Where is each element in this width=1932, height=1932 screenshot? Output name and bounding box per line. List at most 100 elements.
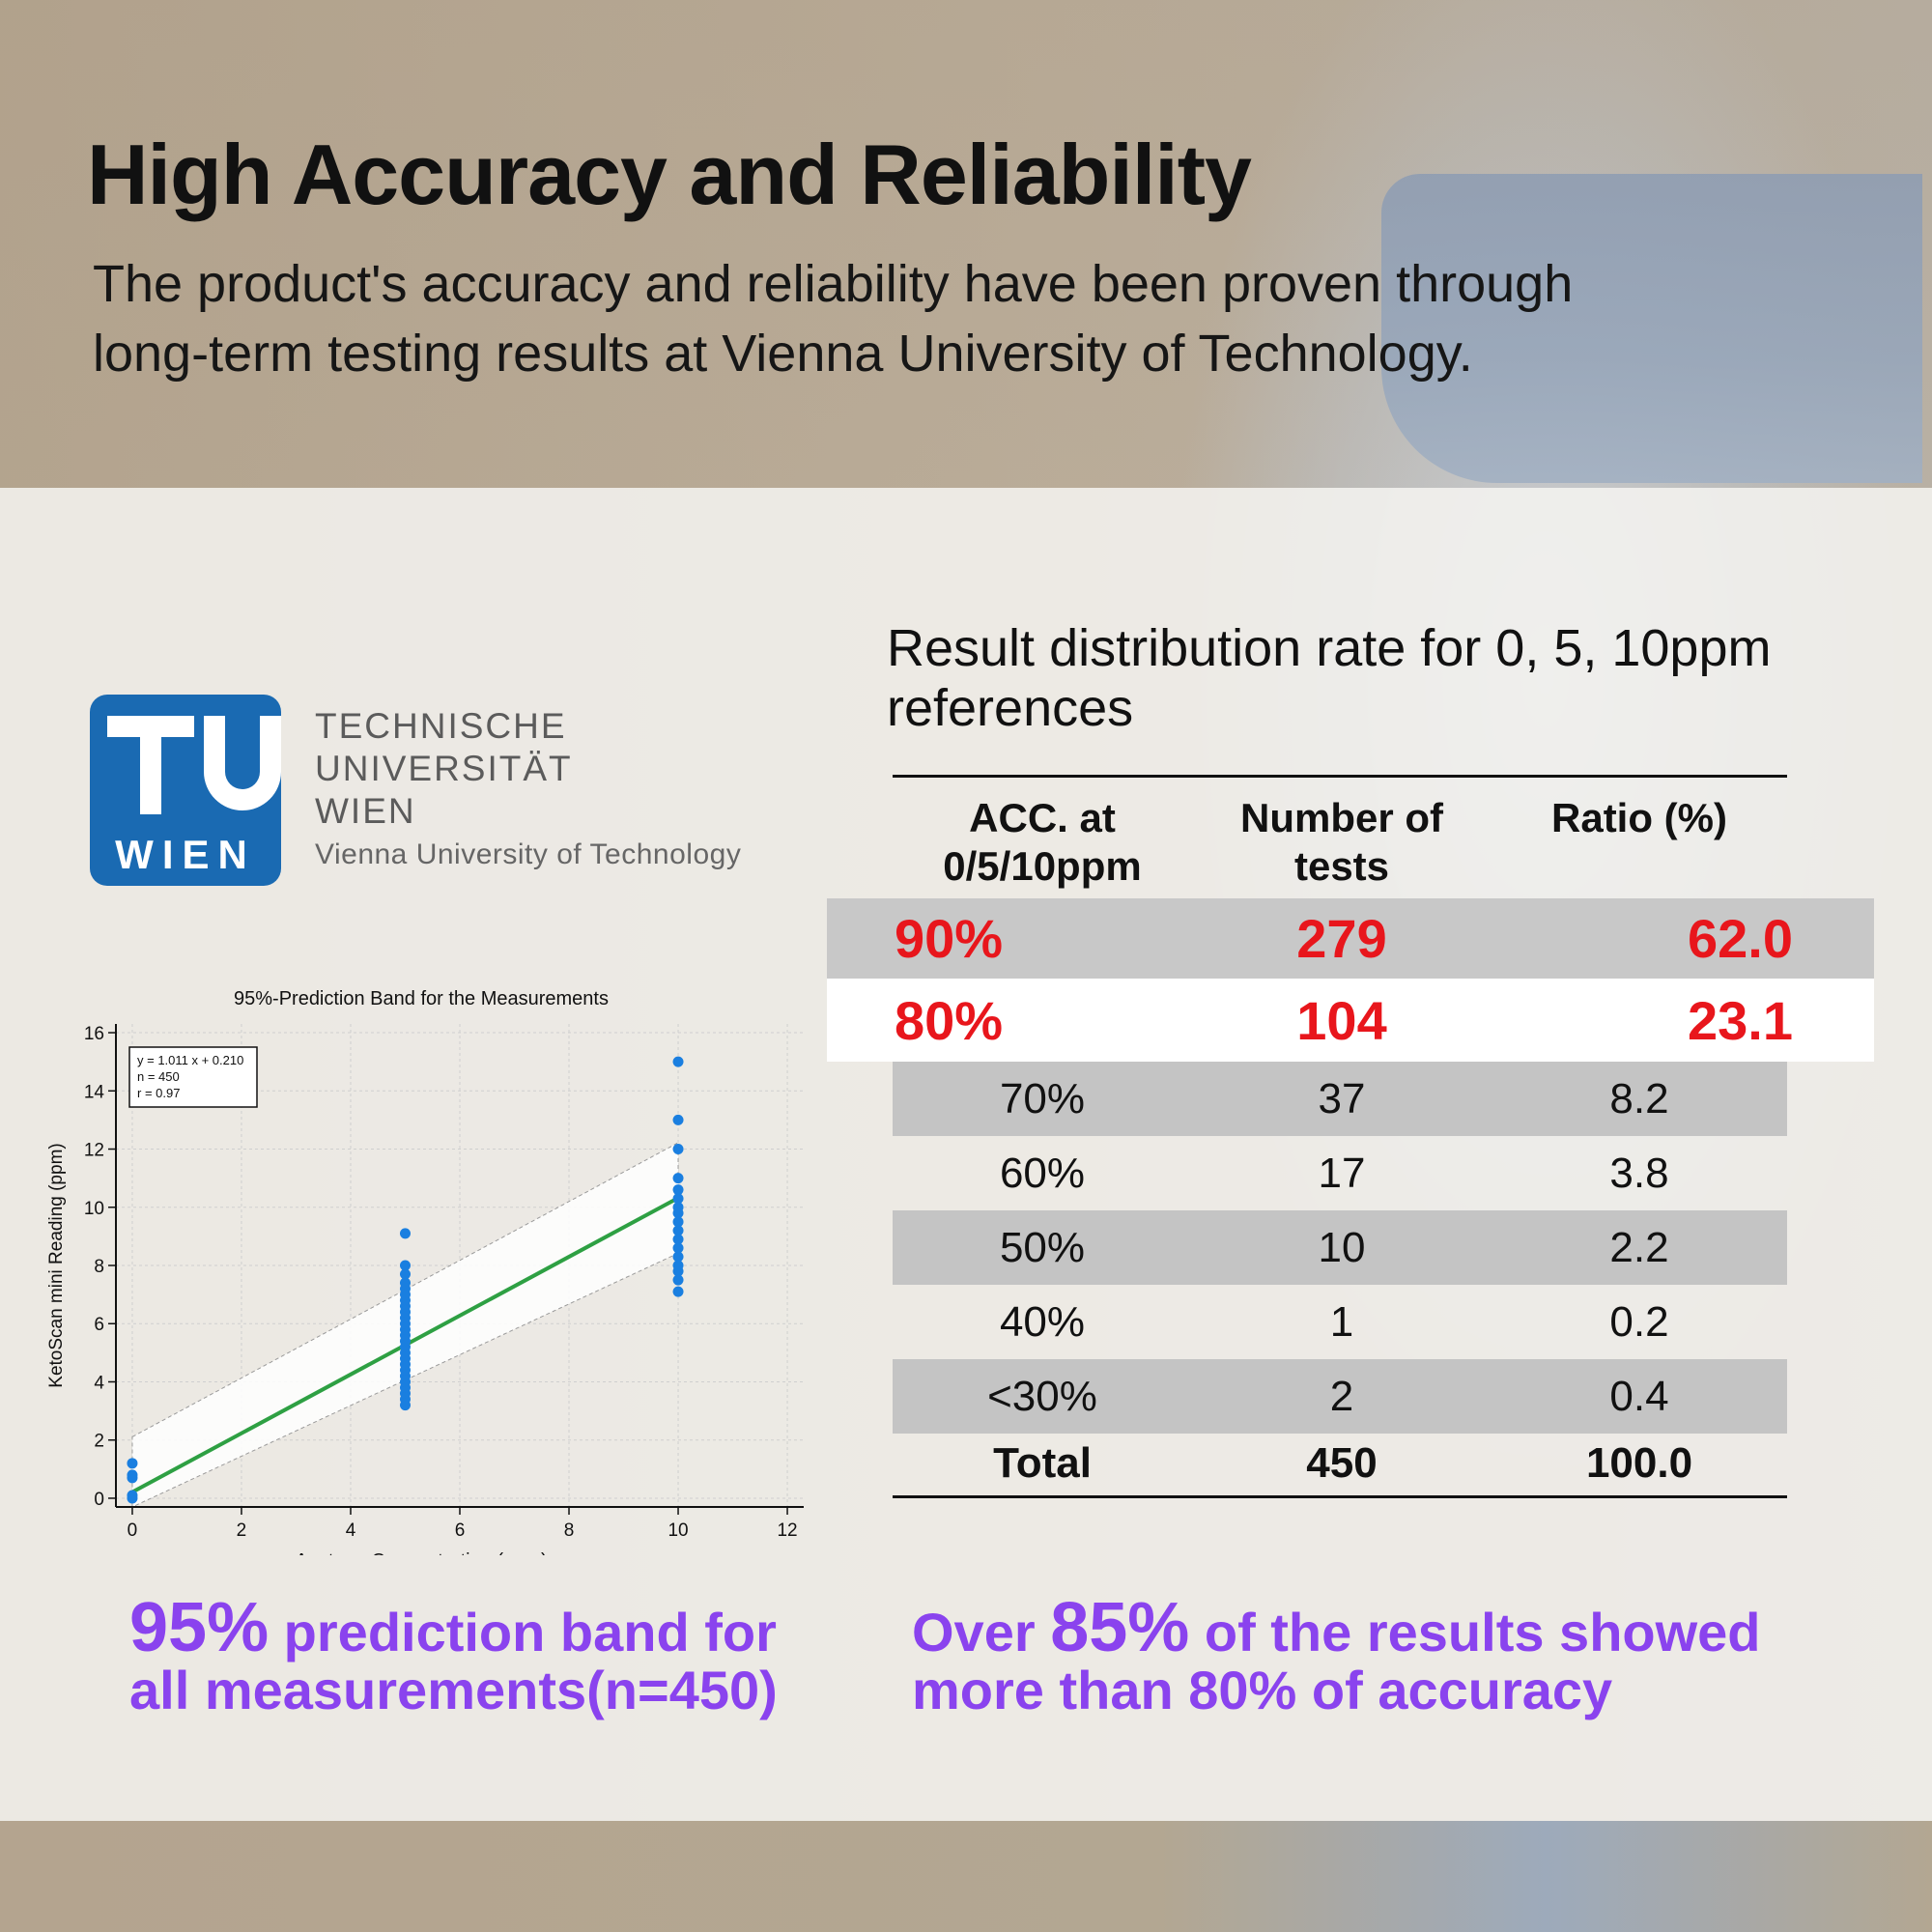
- cell-acc: Total: [993, 1438, 1092, 1487]
- page-title: High Accuracy and Reliability: [87, 127, 1252, 222]
- data-point: [399, 1268, 411, 1280]
- data-point: [127, 1458, 138, 1469]
- y-tick-label: 0: [94, 1490, 104, 1510]
- y-tick-label: 12: [84, 1141, 104, 1161]
- logo-line-2: UNIVERSITÄT: [315, 749, 573, 788]
- table-title-line-2: references: [887, 679, 1134, 737]
- header-acc-line-2: 0/5/10ppm: [943, 843, 1142, 889]
- data-point: [672, 1260, 684, 1271]
- table-row: 60% 17 3.8: [893, 1136, 1787, 1210]
- tu-monogram-icon: WIEN: [107, 716, 281, 877]
- cell-acc: 60%: [999, 1149, 1086, 1197]
- x-tick-label: 10: [668, 1520, 688, 1541]
- x-tick-label: 6: [455, 1520, 466, 1541]
- data-point: [672, 1274, 684, 1286]
- data-point: [672, 1216, 684, 1228]
- header-acc: ACC. at 0/5/10ppm: [893, 794, 1192, 891]
- cell-ratio: 23.1: [1688, 989, 1793, 1051]
- cell-acc: 80%: [895, 989, 1004, 1051]
- cell-ratio: 62.0: [1688, 908, 1793, 969]
- chart-caption-line-1: 95% prediction band for: [129, 1593, 778, 1662]
- content-panel: [0, 488, 1932, 1821]
- logo-line-4: Vienna University of Technology: [315, 838, 742, 870]
- table-row-highlight: 90% 279 62.0: [827, 898, 1874, 979]
- chart-caption: 95% prediction band for all measurements…: [129, 1593, 778, 1720]
- legend-box: [128, 1046, 258, 1108]
- cell-ratio: 3.8: [1609, 1149, 1669, 1197]
- cell-tests: 104: [1296, 989, 1387, 1051]
- data-point: [127, 1490, 138, 1501]
- data-point: [399, 1277, 411, 1289]
- chart-caption-line-2: all measurements(n=450): [129, 1660, 778, 1720]
- table-top-rule: [893, 775, 1787, 778]
- data-point: [672, 1234, 684, 1245]
- x-tick-label: 0: [128, 1520, 138, 1541]
- table-row: <30% 2 0.4: [893, 1359, 1787, 1434]
- table-row: 70% 37 8.2: [893, 1062, 1787, 1136]
- header-tests: Number of tests: [1192, 794, 1492, 891]
- page-subtitle: The product's accuracy and reliability h…: [93, 249, 1735, 388]
- table-row: 40% 1 0.2: [893, 1285, 1787, 1359]
- tu-wien-logo: WIEN: [90, 695, 281, 886]
- logo-line-3: WIEN: [315, 791, 416, 831]
- data-point: [672, 1173, 684, 1184]
- table-title: Result distribution rate for 0, 5, 10ppm…: [887, 618, 1853, 738]
- legend-text: y = 1.011 x + 0.210: [137, 1053, 243, 1067]
- table-caption: Over 85% of the results showed more than…: [912, 1593, 1761, 1719]
- y-tick-label: 6: [94, 1315, 104, 1335]
- cell-tests: 279: [1296, 908, 1387, 969]
- cell-acc: 40%: [999, 1297, 1086, 1346]
- table-total-row: Total 450 100.0: [893, 1426, 1787, 1500]
- header-acc-line-1: ACC. at: [969, 795, 1116, 840]
- logo-line-1: TECHNISCHE: [315, 706, 567, 746]
- table-row-highlight: 80% 104 23.1: [827, 979, 1874, 1062]
- prediction-band-chart: 0 2 4 6 8 10 12 0 2 4 6 8 10 12 14 16 95%-Prediction Ban…: [46, 988, 804, 1555]
- cell-tests: 450: [1306, 1438, 1378, 1487]
- y-tick-label: 14: [84, 1082, 105, 1102]
- header-ratio-label: Ratio (%): [1551, 795, 1727, 840]
- y-tick-label: 4: [94, 1373, 104, 1393]
- data-point: [672, 1056, 684, 1067]
- table-bottom-rule: [893, 1495, 1787, 1498]
- university-name: TECHNISCHE UNIVERSITÄT WIEN Vienna Unive…: [315, 705, 741, 871]
- caption-highlight: 85%: [1050, 1589, 1190, 1666]
- cell-acc: 70%: [999, 1074, 1086, 1122]
- legend-text: r = 0.97: [137, 1086, 180, 1100]
- cell-tests: 2: [1329, 1372, 1354, 1420]
- cell-ratio: 8.2: [1609, 1074, 1669, 1122]
- table-title-line-1: Result distribution rate for 0, 5, 10ppm: [887, 619, 1772, 677]
- cell-tests: 1: [1329, 1297, 1354, 1346]
- cell-acc: <30%: [987, 1372, 1097, 1420]
- data-point: [672, 1242, 684, 1254]
- logo-mark-word: WIEN: [115, 832, 256, 877]
- header-ratio: Ratio (%): [1492, 794, 1787, 842]
- y-tick-label: 2: [94, 1432, 104, 1452]
- y-axis-label: KetoScan mini Reading (ppm): [46, 1143, 67, 1387]
- y-tick-label: 8: [94, 1257, 104, 1277]
- cell-ratio: 2.2: [1609, 1223, 1669, 1271]
- chart-title: 95%-Prediction Band for the Measurements: [234, 988, 609, 1009]
- data-point: [672, 1202, 684, 1213]
- cell-ratio: 100.0: [1585, 1438, 1693, 1487]
- cell-ratio: 0.4: [1609, 1372, 1669, 1420]
- data-point: [672, 1286, 684, 1297]
- x-tick-label: 2: [237, 1520, 247, 1541]
- data-point: [672, 1144, 684, 1155]
- data-point: [672, 1225, 684, 1236]
- data-point: [127, 1469, 138, 1481]
- x-axis-label: Acetone Concnetration (ppm): [295, 1550, 547, 1555]
- data-point: [399, 1260, 411, 1271]
- data-point: [672, 1193, 684, 1205]
- cell-tests: 10: [1318, 1223, 1366, 1271]
- caption-text: Over: [912, 1602, 1051, 1662]
- y-tick-label: 10: [84, 1199, 104, 1219]
- footer-band: [0, 1821, 1932, 1932]
- subtitle-line-2: long-term testing results at Vienna Univ…: [93, 325, 1473, 383]
- cell-ratio: 0.2: [1609, 1297, 1669, 1346]
- caption-highlight: 95%: [129, 1589, 270, 1666]
- cell-acc: 90%: [895, 908, 1004, 969]
- legend-text: n = 450: [137, 1069, 180, 1084]
- x-tick-label: 12: [777, 1520, 797, 1541]
- caption-text: prediction band for: [269, 1602, 777, 1662]
- header-tests-line-2: tests: [1293, 843, 1390, 889]
